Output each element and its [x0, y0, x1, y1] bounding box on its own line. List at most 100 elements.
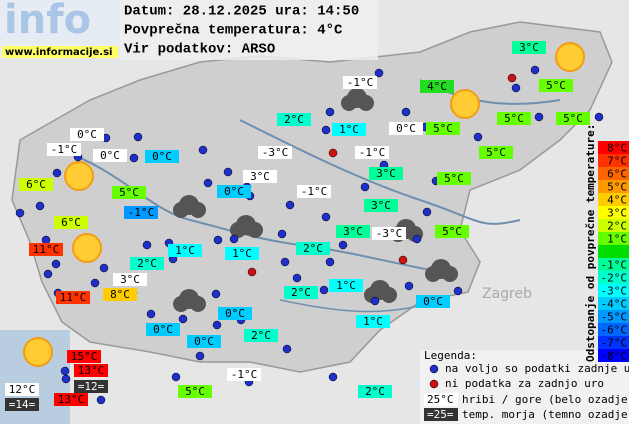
station-temp: -3°C	[376, 227, 403, 240]
station-temp: 1°C	[339, 123, 359, 136]
station-dot	[60, 366, 70, 376]
station-dot	[280, 257, 290, 267]
station-box	[29, 243, 63, 256]
station-temp: 11°C	[33, 243, 60, 256]
station-dot	[61, 374, 71, 384]
river	[239, 119, 521, 225]
station-box	[103, 288, 137, 301]
station-box	[187, 335, 221, 348]
station-dot	[328, 372, 338, 382]
station-dot	[325, 107, 335, 117]
station-temp: =14=	[9, 398, 36, 411]
station-dot	[212, 320, 222, 330]
station-temp: 5°C	[563, 112, 583, 125]
station-temp: 5°C	[433, 122, 453, 135]
scale-swatch	[598, 258, 629, 271]
station-box	[74, 380, 108, 393]
scale-swatch	[598, 154, 629, 167]
station-box	[19, 178, 53, 191]
station-temp: 8°C	[110, 288, 130, 301]
station-box	[369, 167, 403, 180]
station-box	[244, 329, 278, 342]
station-temp: 15°C	[71, 350, 98, 363]
station-box	[336, 225, 370, 238]
station-box	[113, 273, 147, 286]
station-dot	[171, 372, 181, 382]
station-dot	[412, 234, 422, 244]
scale-label: 5°C	[607, 181, 627, 194]
station-box	[556, 112, 590, 125]
scale-swatch	[598, 297, 629, 310]
scale-label: -7°C	[601, 337, 628, 350]
scale-swatch	[598, 167, 629, 180]
cloud	[341, 88, 374, 111]
cloud	[173, 289, 206, 312]
scale-swatch	[598, 232, 629, 245]
station-dot	[198, 145, 208, 155]
station-temp: -1°C	[128, 206, 155, 219]
scale-swatch	[598, 271, 629, 284]
station-dot	[178, 314, 188, 324]
scale-swatch	[598, 141, 629, 154]
scale-swatch	[598, 310, 629, 323]
station-box	[130, 257, 164, 270]
station-dot	[360, 182, 370, 192]
station-dot	[321, 212, 331, 222]
station-dot	[15, 208, 25, 218]
legend-title: Legenda:	[424, 349, 477, 362]
station-temp: 6°C	[61, 216, 81, 229]
station-dot	[99, 263, 109, 273]
station-temp: 1°C	[363, 315, 383, 328]
legend-dot	[429, 364, 439, 374]
scale-label: 3°C	[607, 207, 627, 220]
site-box	[2, 46, 118, 58]
station-dot	[223, 167, 233, 177]
station-dot	[292, 273, 302, 283]
scale-label: -2°C	[601, 272, 628, 285]
station-temp: 1°C	[175, 244, 195, 257]
legend-text: hribi / gore (belo ozadje)	[462, 393, 629, 406]
scale-swatch	[598, 206, 629, 219]
station-dot	[213, 235, 223, 245]
station-dot	[404, 281, 414, 291]
station-box	[479, 146, 513, 159]
station-temp: 0°C	[396, 122, 416, 135]
legend-sample: =25=	[427, 408, 454, 421]
station-box	[47, 143, 81, 156]
station-temp: 2°C	[291, 286, 311, 299]
station-temp: 3°C	[376, 167, 396, 180]
station-box	[146, 323, 180, 336]
station-dot	[534, 112, 544, 122]
station-box	[437, 172, 471, 185]
station-temp: 2°C	[251, 329, 271, 342]
station-dot	[530, 65, 540, 75]
station-dot	[511, 83, 521, 93]
station-dot	[52, 168, 62, 178]
station-dot	[129, 153, 139, 163]
average: Povprečna temperatura: 4°C	[124, 23, 343, 39]
station-temp: 5°C	[442, 225, 462, 238]
station-dot	[142, 240, 152, 250]
station-box	[435, 225, 469, 238]
station-temp: 13°C	[58, 393, 85, 406]
scale-label: 7°C	[607, 155, 627, 168]
station-temp: 3°C	[371, 199, 391, 212]
station-box	[74, 364, 108, 377]
station-box	[225, 247, 259, 260]
station-temp: -3°C	[262, 146, 289, 159]
scale-label: -8°C	[601, 350, 628, 363]
station-box	[227, 368, 261, 381]
station-box	[355, 146, 389, 159]
station-temp: -1°C	[51, 143, 78, 156]
station-box	[54, 393, 88, 406]
cloud-part	[190, 296, 206, 312]
sun	[23, 337, 53, 367]
station-temp: -1°C	[347, 76, 374, 89]
station-temp: 2°C	[365, 385, 385, 398]
station-dot	[96, 395, 106, 405]
station-box	[93, 149, 127, 162]
station-dot	[594, 112, 604, 122]
scale-label: -4°C	[601, 298, 628, 311]
cloud	[425, 259, 458, 282]
station-dot	[277, 229, 287, 239]
